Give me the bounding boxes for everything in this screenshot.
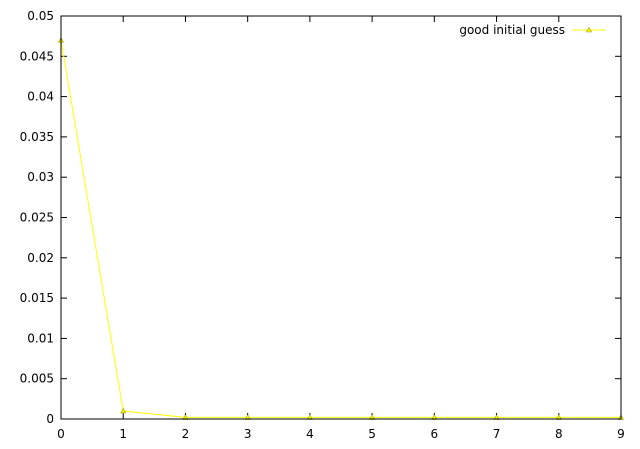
- data-point: [120, 407, 127, 414]
- y-tick-label: 0.02: [27, 251, 54, 265]
- y-tick-label: 0.03: [27, 170, 54, 184]
- y-tick-label: 0.035: [20, 130, 54, 144]
- x-tick-label: 0: [57, 427, 65, 441]
- x-tick-label: 4: [306, 427, 314, 441]
- x-tick-label: 2: [182, 427, 190, 441]
- series-line: [60, 40, 621, 418]
- y-tick-label: 0.025: [20, 211, 54, 225]
- y-tick-label: 0.015: [20, 291, 54, 305]
- y-tick-label: 0.045: [20, 49, 54, 63]
- x-tick-label: 6: [431, 427, 439, 441]
- y-tick-label: 0.005: [20, 372, 54, 386]
- legend: good initial guess: [459, 23, 606, 37]
- x-tick-label: 1: [119, 427, 127, 441]
- x-tick-label: 8: [555, 427, 563, 441]
- plot-frame: [60, 15, 622, 420]
- legend-marker: [585, 26, 593, 33]
- x-axis-ticks: 0 1 2 3 4 5 6 7 8 9: [57, 16, 625, 441]
- x-tick-label: 3: [244, 427, 252, 441]
- y-axis-ticks: 0 0.005 0.01 0.015 0.02 0.025 0.03 0.035 0.04 0.0…: [20, 9, 621, 426]
- series-layer: [57, 37, 625, 420]
- y-tick-label: 0.04: [27, 90, 54, 104]
- y-tick-label: 0.01: [27, 331, 54, 345]
- legend-label: good initial guess: [459, 23, 565, 37]
- x-tick-label: 9: [617, 427, 625, 441]
- y-tick-label: 0.05: [27, 9, 54, 23]
- x-tick-label: 7: [493, 427, 501, 441]
- x-tick-label: 5: [368, 427, 376, 441]
- y-tick-label: 0: [46, 412, 54, 426]
